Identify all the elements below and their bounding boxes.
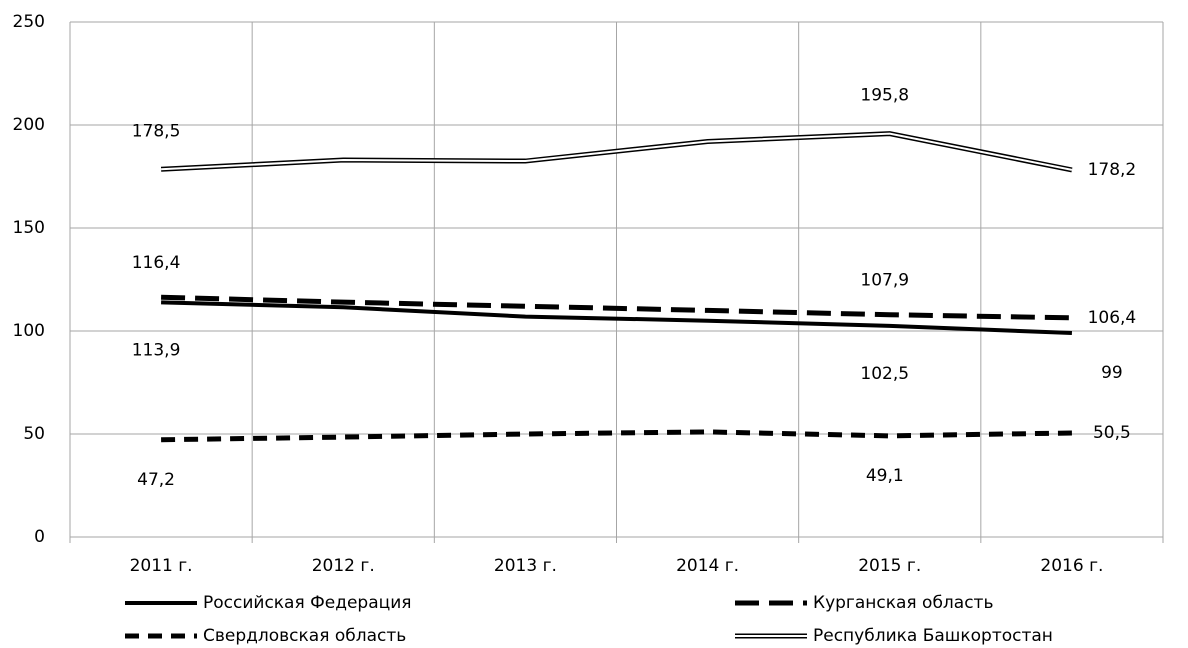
x-tick-label: 2011 г. (130, 556, 193, 576)
y-tick-label: 100 (13, 321, 45, 341)
series-line (161, 429, 1072, 443)
data-label: 178,5 (132, 121, 181, 141)
data-label: 102,5 (860, 364, 909, 384)
legend-label: Российская Федерация (203, 593, 411, 613)
x-tick-label: 2012 г. (312, 556, 375, 576)
x-tick-label: 2013 г. (494, 556, 557, 576)
y-tick-label: 200 (13, 115, 45, 135)
data-label: 107,9 (860, 271, 909, 291)
data-label: 106,4 (1088, 308, 1137, 328)
legend-label: Курганская область (813, 593, 993, 613)
data-label: 178,2 (1088, 160, 1137, 180)
data-label: 99 (1101, 363, 1123, 383)
series-line-inner (161, 132, 1073, 171)
x-tick-label: 2015 г. (858, 556, 921, 576)
legend-label: Свердловская область (203, 626, 406, 646)
series-line (161, 300, 1072, 336)
y-tick-label: 150 (13, 218, 45, 238)
y-tick-label: 50 (23, 424, 45, 444)
data-label: 195,8 (860, 86, 909, 106)
y-tick-label: 0 (34, 527, 45, 547)
legend-label: Республика Башкортостан (813, 626, 1053, 646)
data-label: 113,9 (132, 340, 181, 360)
data-label: 116,4 (132, 253, 181, 273)
y-tick-label: 250 (13, 12, 45, 32)
x-tick-label: 2016 г. (1040, 556, 1103, 576)
series-line (161, 294, 1072, 321)
x-tick-label: 2014 г. (676, 556, 739, 576)
data-label: 47,2 (137, 470, 175, 490)
data-label: 49,1 (866, 466, 904, 486)
data-label: 50,5 (1093, 423, 1131, 443)
